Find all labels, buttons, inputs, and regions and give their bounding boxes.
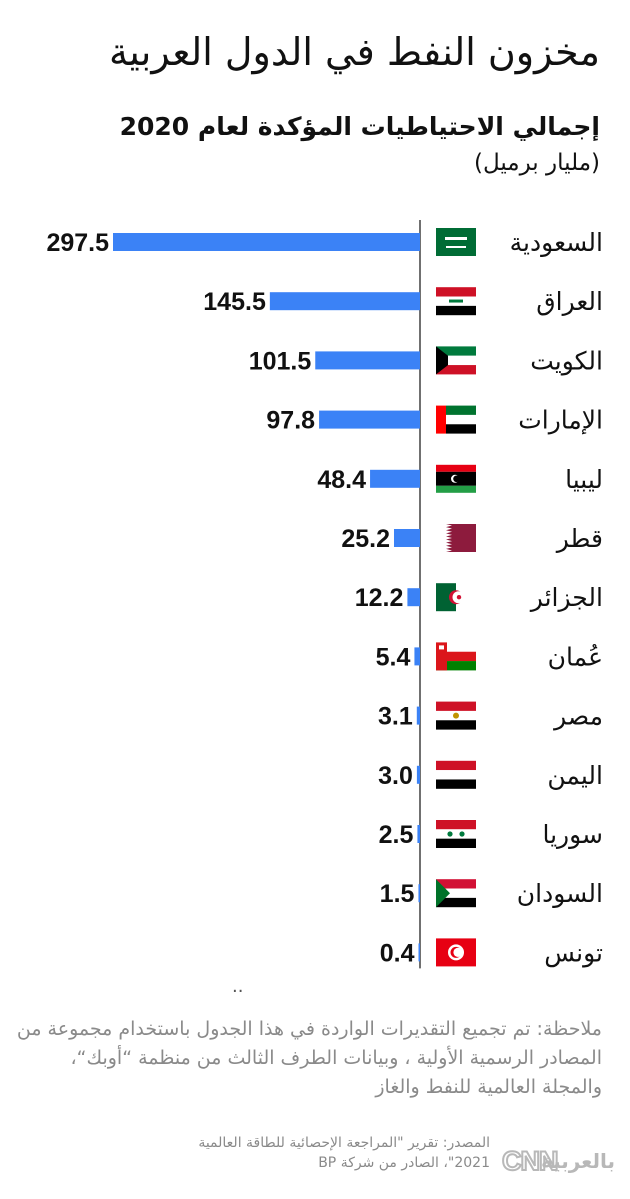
note-text: ملاحظة: تم تجميع التقديرات الواردة في هذ… [16,1018,602,1098]
yemen-flag-icon [436,760,476,789]
tunisia-flag-icon [436,938,476,967]
svg-text:CNN: CNN [502,1146,558,1176]
bar [319,410,420,429]
bar-value-label: 5.4 [376,643,411,671]
bar [418,943,420,962]
oman-flag-icon [436,642,476,671]
bar-value-label: 297.5 [46,229,109,257]
category-label: السعودية [510,228,603,257]
bar-value-label: 48.4 [317,466,366,494]
category-label: ليبيا [565,465,603,494]
kuwait-flag-icon [436,346,476,375]
bar [417,825,420,843]
syria-flag-icon [436,820,476,848]
bar-value-label: 3.0 [378,762,413,790]
bar [315,351,420,370]
iraq-flag-icon [436,287,476,316]
bar [269,292,420,311]
bar [414,647,420,666]
bar-value-label: 0.4 [380,939,415,967]
bar-value-label: 2.5 [379,821,414,849]
bar [113,233,420,251]
uae-flag-icon [436,405,476,434]
category-label: مصر [552,702,603,731]
category-label: اليمن [547,761,603,790]
category-label: سوريا [542,820,603,849]
algeria-flag-icon [436,583,476,612]
bar-value-label: 3.1 [378,703,413,731]
bar [370,469,420,488]
unit-label: (مليار برميل) [473,150,600,176]
bar-value-label: 12.2 [355,584,404,612]
category-label: الجزائر [529,583,603,612]
bar-value-label: 1.5 [380,880,415,908]
category-label: الكويت [530,346,603,375]
category-label: قطر [555,524,603,553]
bar [407,588,420,607]
bar [393,529,420,547]
chart-subtitle: إجمالي الاحتياطيات المؤكدة لعام 2020 [119,112,600,141]
sudan-flag-icon [436,879,476,908]
source-line-1: المصدر: تقرير "المراجعة الإحصائية للطاقة… [198,1135,490,1151]
category-label: الإمارات [518,406,603,435]
svg-text:بالعربية: بالعربية [541,1149,615,1173]
bar [416,765,420,784]
bar-value-label: 101.5 [249,347,312,375]
category-label: السودان [517,879,603,908]
category-label: عُمان [548,642,603,671]
quote-mark: .. [232,976,244,997]
bar-chart: 297.5 السعودية 145.5 العراق 101.5 الكويت 97.8 ا… [46,220,603,969]
bar [416,706,420,725]
source-line-2: 2021"، الصادر من شركة BP [318,1155,490,1171]
egypt-flag-icon [436,701,476,730]
libya-flag-icon [436,464,476,493]
bar-value-label: 97.8 [266,407,315,435]
chart-title: مخزون النفط في الدول العربية [108,30,600,74]
saudi-flag-icon [436,228,476,256]
qatar-flag-icon [436,524,476,552]
category-label: تونس [544,938,603,967]
bar-value-label: 25.2 [341,525,390,553]
bar-value-label: 145.5 [203,288,266,316]
source-text: المصدر: تقرير "المراجعة الإحصائية للطاقة… [130,1133,490,1173]
cnn-arabic-logo: CNN بالعربية [501,1145,615,1177]
category-label: العراق [536,287,603,316]
bar [418,884,420,903]
